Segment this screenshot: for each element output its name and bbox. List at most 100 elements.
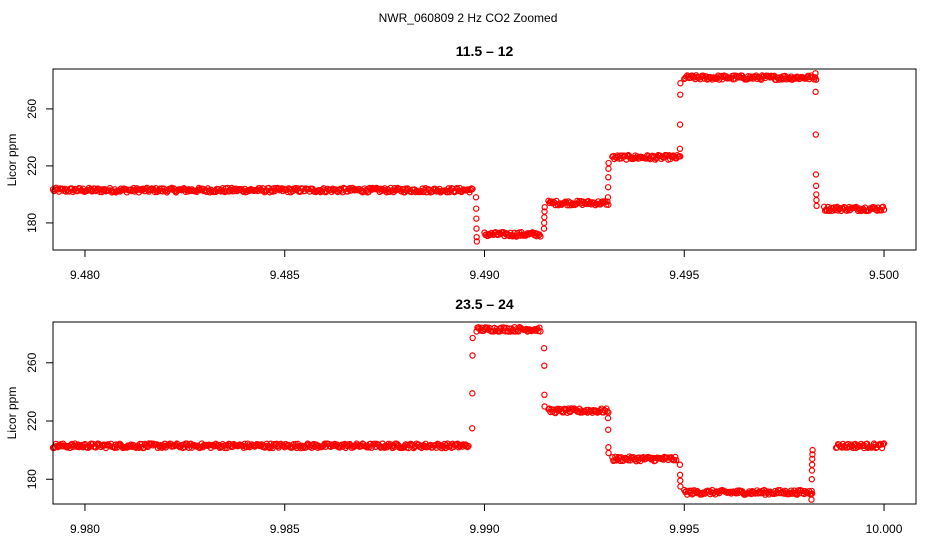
panel-bottom-title: 23.5 – 24 — [455, 296, 514, 312]
panel-bottom-data-point — [371, 440, 378, 448]
panel-bottom-data-point — [605, 444, 612, 451]
panel-top-data-point — [677, 91, 684, 98]
panel-top-data-point — [812, 70, 819, 77]
panel-top-data-point — [604, 194, 612, 201]
panel-top-x-tick-label: 9.495 — [669, 268, 699, 282]
panel-bottom-y-tick-label: 180 — [25, 469, 39, 489]
panel-top-data-point — [604, 184, 612, 191]
panel-bottom-y-axis: 180 220 260 — [25, 352, 54, 489]
panel-top-y-tick-label: 220 — [25, 156, 39, 176]
panel-bottom-x-tick-label: 9.985 — [270, 522, 300, 536]
panel-bottom-data-point — [808, 490, 816, 497]
panel-top-ylabel: Licor ppm — [5, 134, 19, 187]
panel-bottom-data-point — [808, 496, 815, 503]
panel-top-data-point — [473, 238, 481, 245]
panel-top-data-point — [541, 204, 548, 211]
panel-top-data-point — [879, 203, 887, 210]
panel-top: 11.5 – 12 Licor ppm 9.480 9.485 9.490 9.495… — [5, 43, 917, 282]
panel-top-data-point — [812, 182, 820, 190]
panel-top-y-tick-label: 180 — [25, 213, 39, 233]
panel-top-data-point — [177, 186, 185, 193]
figure-title: NWR_060809 2 Hz CO2 Zoomed — [379, 11, 558, 25]
panel-bottom-data-point — [611, 457, 618, 464]
panel-top-data-point — [541, 214, 548, 221]
panel-bottom-data-point — [672, 453, 679, 461]
panel-bottom-data-point — [469, 390, 476, 397]
panel-bottom-data-point — [541, 391, 548, 398]
panel-top-x-tick-label: 9.500 — [869, 268, 899, 282]
panel-bottom-data-point — [808, 467, 816, 474]
panel-top-data-point — [605, 174, 612, 181]
panel-top-data-point — [813, 202, 820, 210]
panel-top-plot-frame — [52, 68, 917, 251]
panel-bottom-data-point — [605, 449, 612, 457]
panel-top-data-point — [812, 171, 820, 178]
panel-top-data-point — [677, 153, 684, 160]
panel-bottom-plot-frame — [52, 321, 917, 505]
panel-bottom-data-point — [569, 405, 576, 412]
panel-bottom-ylabel: Licor ppm — [5, 387, 19, 440]
panel-top-data-point — [605, 159, 612, 167]
panel-bottom-data-point — [808, 476, 816, 483]
panel-bottom-data-point — [605, 426, 612, 433]
panel-top-data-point — [473, 233, 480, 241]
panel-top-data-point — [812, 76, 820, 83]
panel-bottom-data-point — [676, 461, 684, 468]
panel-top-data-point — [605, 165, 612, 172]
panel-top-title: 11.5 – 12 — [456, 43, 514, 59]
panel-top-data-point — [540, 225, 548, 232]
panel-top-x-tick-label: 9.485 — [270, 268, 300, 282]
panel-top-data-point — [540, 219, 548, 227]
panel-top-marks — [49, 70, 888, 245]
panel-top-x-tick-label: 9.490 — [469, 268, 499, 282]
panel-top-x-tick-label: 9.480 — [70, 268, 100, 282]
panel-top-data-point — [472, 205, 480, 212]
panel-top-data-point — [813, 196, 820, 204]
panel-bottom-data-point — [541, 362, 548, 369]
panel-top-data-point — [537, 233, 544, 240]
panel-bottom-data-point — [677, 477, 684, 484]
panel-bottom-data-point — [536, 324, 543, 331]
panel-top-data-point — [676, 145, 684, 153]
panel-bottom-data-point — [673, 457, 680, 464]
panel-top-data-point — [677, 80, 684, 87]
panel-top-y-axis: 180 220 260 — [25, 99, 54, 233]
panel-bottom-data-point — [540, 345, 548, 352]
panel-top-data-point — [473, 225, 480, 232]
panel-top-data-point — [813, 191, 820, 198]
panel-bottom-data-point — [676, 471, 684, 479]
panel-bottom-data-point — [809, 451, 816, 458]
panel-top-data-point — [604, 198, 611, 205]
panel-bottom-data-point — [468, 425, 476, 432]
panel-top-data-point — [605, 201, 612, 208]
panel-top-data-point — [812, 131, 820, 138]
panel-bottom-x-tick-label: 9.995 — [669, 522, 699, 536]
panel-top-data-point — [880, 206, 888, 213]
panel-bottom-data-point — [880, 440, 888, 447]
panel-top-data-point — [812, 88, 819, 96]
panel-bottom-x-tick-label: 9.980 — [70, 522, 100, 536]
panel-bottom-data-point — [604, 414, 612, 422]
panel-bottom-data-point — [469, 352, 476, 359]
panel-bottom-x-axis: 9.980 9.985 9.990 9.995 10.000 — [70, 503, 903, 536]
panel-bottom-data-point — [593, 408, 600, 415]
panel-top-data-point — [473, 215, 480, 222]
panel-top-data-point — [469, 185, 476, 193]
panel-top-x-axis: 9.480 9.485 9.490 9.495 9.500 — [70, 249, 899, 282]
panel-bottom-data-point — [879, 441, 887, 448]
panel-bottom-data-point — [809, 455, 816, 463]
panel-top-data-point — [676, 121, 684, 128]
panel-bottom-data-point — [808, 487, 815, 495]
panel-bottom-data-point — [469, 334, 476, 342]
panel-bottom-y-tick-label: 220 — [25, 411, 39, 431]
panel-bottom-data-point — [541, 403, 548, 410]
panel-bottom-marks — [49, 324, 888, 503]
panel-bottom-data-point — [808, 461, 816, 468]
panel-bottom-y-tick-label: 260 — [25, 352, 39, 372]
panel-bottom-data-point — [604, 408, 611, 415]
panel-bottom-data-point — [465, 442, 472, 450]
panel-bottom-x-tick-label: 9.990 — [469, 522, 499, 536]
panel-top-data-point — [472, 194, 480, 201]
panel-bottom-data-point — [537, 328, 544, 335]
